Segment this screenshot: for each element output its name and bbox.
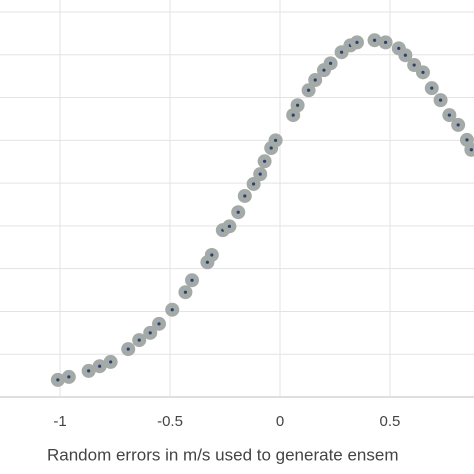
point: [152, 316, 167, 331]
point-center: [157, 322, 161, 326]
point: [204, 247, 219, 262]
point-center: [372, 38, 377, 42]
point: [257, 154, 272, 169]
point: [178, 285, 193, 300]
point: [464, 142, 474, 157]
point-center: [322, 68, 326, 72]
point-center: [205, 260, 210, 264]
point-center: [295, 103, 300, 107]
point-center: [252, 182, 256, 186]
x-tick-label: 0.5: [380, 413, 401, 430]
point-center: [98, 364, 102, 368]
point-center: [339, 50, 344, 54]
point: [323, 56, 338, 71]
point-center: [469, 148, 473, 152]
point-center: [170, 308, 174, 312]
point-center: [227, 224, 232, 228]
point-center: [403, 53, 407, 57]
x-tick-label: -1: [53, 413, 66, 430]
point: [50, 372, 65, 387]
point-center: [456, 123, 460, 127]
point-center: [383, 40, 388, 44]
point-center: [306, 88, 311, 92]
x-axis-label: Random errors in m/s used to generate en…: [47, 445, 399, 464]
x-tick-label: -0.5: [157, 413, 183, 430]
point: [290, 98, 305, 113]
point: [268, 133, 283, 148]
point: [121, 342, 136, 357]
point-center: [263, 159, 267, 163]
point: [367, 33, 382, 48]
point: [222, 219, 237, 234]
point-center: [421, 70, 425, 74]
point: [92, 359, 107, 374]
point-center: [430, 86, 434, 90]
point-center: [258, 172, 262, 176]
point-center: [447, 113, 451, 117]
point-center: [67, 375, 71, 379]
point: [246, 176, 261, 191]
point-center: [148, 331, 152, 335]
point: [132, 333, 147, 348]
point: [301, 83, 316, 98]
point: [253, 167, 268, 182]
point-center: [274, 138, 278, 142]
point: [442, 108, 457, 123]
point-center: [328, 61, 333, 65]
point-center: [465, 138, 469, 142]
point: [378, 35, 393, 50]
point-center: [210, 253, 214, 257]
point-center: [355, 40, 359, 44]
point: [349, 35, 364, 50]
point-center: [87, 369, 91, 373]
point: [143, 325, 158, 340]
point-center: [126, 347, 130, 351]
point: [185, 273, 200, 288]
point-center: [183, 290, 188, 294]
point-center: [243, 194, 247, 198]
x-tick-label: 0: [276, 413, 284, 430]
point-center: [269, 146, 273, 150]
point-center: [109, 360, 113, 364]
point: [451, 117, 466, 132]
point-center: [137, 338, 141, 342]
point-center: [438, 98, 443, 102]
point: [433, 93, 448, 108]
point-center: [313, 78, 317, 82]
point-center: [397, 46, 401, 50]
point: [237, 188, 252, 203]
point: [415, 65, 430, 80]
point: [103, 354, 118, 369]
point: [81, 363, 96, 378]
point: [231, 205, 246, 220]
point: [424, 81, 439, 96]
point-center: [291, 113, 295, 117]
point-marker: [464, 142, 474, 157]
point: [61, 369, 76, 384]
point-center: [412, 63, 416, 67]
point: [308, 73, 323, 88]
point: [165, 302, 180, 317]
point-center: [236, 210, 240, 214]
point: [398, 48, 413, 63]
point-center: [190, 278, 194, 282]
point-center: [56, 378, 60, 382]
